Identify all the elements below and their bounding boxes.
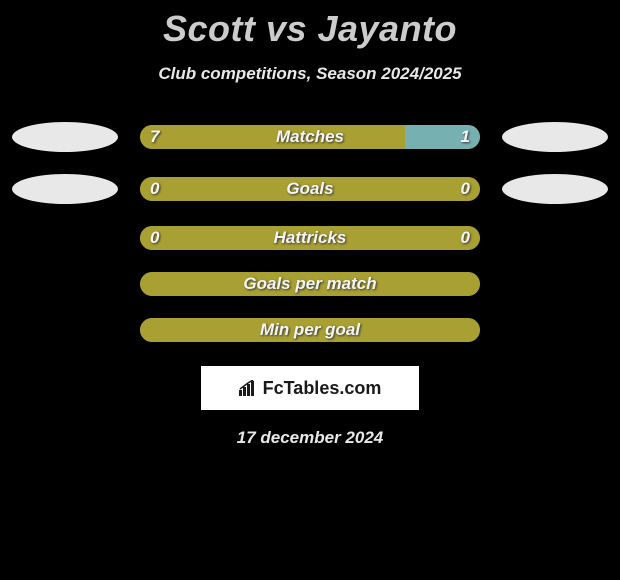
- logo-box: FcTables.com: [201, 366, 419, 410]
- page-subtitle: Club competitions, Season 2024/2025: [0, 64, 620, 84]
- stat-bar: Goals per match: [140, 272, 480, 296]
- stat-label: Goals: [140, 179, 480, 199]
- stat-row: 00Goals: [0, 174, 620, 204]
- stats-container: 71Matches 00Goals 00Hattricks Goals per mat…: [0, 122, 620, 342]
- stat-row: 00Hattricks: [0, 226, 620, 250]
- logo: FcTables.com: [239, 378, 382, 399]
- stat-row: 71Matches: [0, 122, 620, 152]
- player-badge-left: [12, 174, 118, 204]
- stat-label: Matches: [140, 127, 480, 147]
- stat-bar: 00Hattricks: [140, 226, 480, 250]
- player-badge-right: [502, 122, 608, 152]
- player-badge-right: [502, 174, 608, 204]
- stat-label: Min per goal: [140, 320, 480, 340]
- stat-label: Hattricks: [140, 228, 480, 248]
- stat-label: Goals per match: [140, 274, 480, 294]
- stat-bar: Min per goal: [140, 318, 480, 342]
- chart-icon: [239, 380, 259, 396]
- stat-bar: 71Matches: [140, 125, 480, 149]
- stat-row: Goals per match: [0, 272, 620, 296]
- stat-bar: 00Goals: [140, 177, 480, 201]
- player-badge-left: [12, 122, 118, 152]
- logo-text: FcTables.com: [263, 378, 382, 399]
- page-title: Scott vs Jayanto: [0, 0, 620, 50]
- date-text: 17 december 2024: [0, 428, 620, 448]
- stat-row: Min per goal: [0, 318, 620, 342]
